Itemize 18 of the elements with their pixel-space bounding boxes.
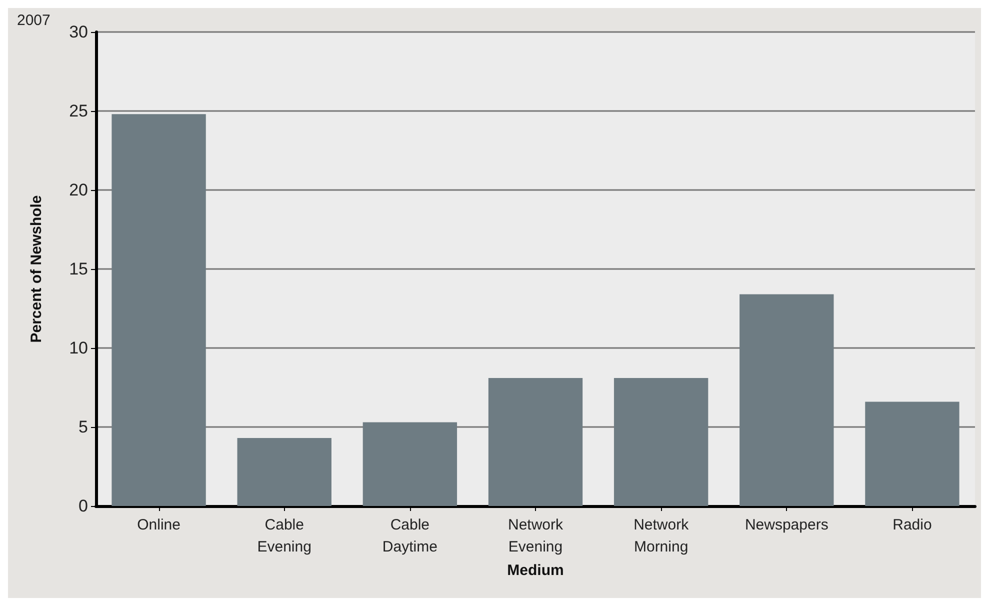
x-tick-label: Network Evening [508,516,564,556]
x-tick-label: Cable Daytime [382,516,438,556]
y-tick-label: 15 [69,260,88,278]
y-tick-label: 0 [78,496,88,516]
y-tick-label: 25 [69,102,88,120]
x-tick-label: Radio [892,516,932,534]
y-tick-label: 20 [69,180,88,200]
y-tick-label: 5 [78,418,88,436]
chart-title: 2007 [17,12,50,29]
x-tick-label: Online [137,516,180,534]
x-axis-title: Medium [507,562,564,579]
y-axis-title: Percent of Newshole [28,195,45,343]
x-tick-label: Newspapers [744,516,828,534]
y-tick-label: 30 [69,22,88,42]
y-tick-label: 10 [69,338,88,358]
x-tick-label: Network Morning [634,516,690,556]
bar [237,438,332,506]
x-tick-label: Cable Evening [257,516,312,556]
